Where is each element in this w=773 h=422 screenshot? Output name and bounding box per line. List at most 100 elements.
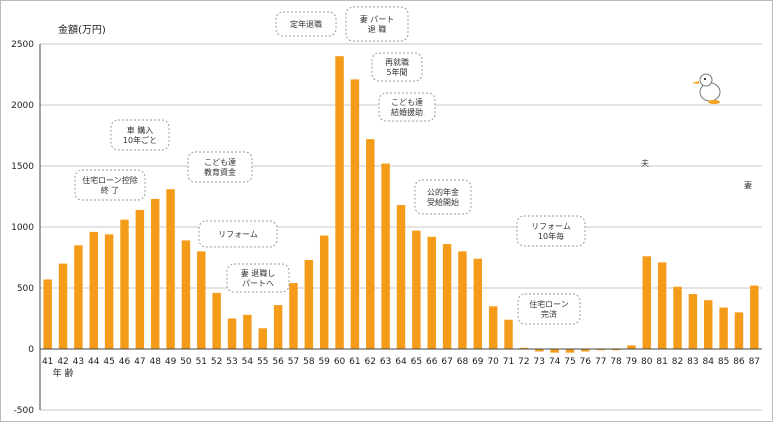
- annotation-line: 車 購入: [127, 125, 154, 135]
- annotation-text: 再就職 5年間: [385, 57, 409, 77]
- annotation-line: 公的年金: [427, 187, 459, 197]
- bar: [43, 279, 52, 349]
- bar: [197, 251, 206, 349]
- annotation-line: 完済: [541, 309, 557, 319]
- bar: [550, 349, 559, 353]
- bar: [381, 163, 390, 349]
- bar: [273, 305, 283, 349]
- bar: [350, 79, 360, 349]
- callout-bubble: [226, 263, 290, 293]
- x-tick-label: 70: [487, 357, 499, 367]
- bar: [581, 349, 590, 352]
- annotation-text: 夫: [641, 158, 649, 168]
- x-tick-label: 46: [119, 357, 131, 367]
- x-tick-label: 87: [749, 357, 760, 367]
- callout-bubble: [371, 52, 423, 82]
- annotation-callout: 夫: [641, 158, 649, 168]
- annotation-line: 5年間: [386, 67, 407, 77]
- annotation-line: 住宅ローン: [529, 299, 569, 309]
- y-tick-label: 2500: [11, 40, 34, 50]
- annotation-line: 定年退職: [290, 19, 322, 29]
- bar: [150, 198, 160, 349]
- callout-bubble: [345, 6, 409, 42]
- callout-bubble: [517, 293, 581, 325]
- x-tick-label: 71: [503, 357, 514, 367]
- bar: [335, 56, 344, 349]
- annotation-line: 住宅ローン控除: [82, 175, 138, 185]
- annotation-text: 定年退職: [290, 19, 322, 29]
- x-tick-label: 65: [411, 357, 422, 367]
- annotation-line: 受給開始: [427, 197, 459, 207]
- bar: [611, 349, 621, 351]
- annotation-callout: リフォーム 10年毎: [516, 215, 586, 247]
- bar: [642, 256, 652, 349]
- bar: [319, 235, 329, 349]
- bar: [166, 189, 175, 349]
- x-tick-label: 52: [211, 357, 222, 367]
- annotation-line: 夫: [641, 158, 649, 168]
- annotation-line: リフォーム: [218, 230, 258, 239]
- bar: [135, 209, 145, 349]
- bar: [227, 318, 237, 349]
- annotation-callout: リフォーム: [198, 220, 278, 248]
- callout-bubble: [414, 179, 472, 215]
- annotation-line: 妻 退職し: [241, 268, 276, 278]
- annotation-text: 妻 退職しパートへ: [241, 268, 276, 288]
- x-tick-label: 79: [626, 357, 638, 367]
- x-tick-label: 45: [103, 357, 114, 367]
- annotation-callout: 再就職 5年間: [371, 52, 423, 82]
- annotation-callout: 住宅ローン完済: [517, 293, 581, 325]
- x-tick-label: 62: [365, 357, 376, 367]
- bar: [442, 244, 452, 349]
- x-tick-label: 75: [564, 357, 575, 367]
- bar: [473, 258, 483, 349]
- annotation-line: 結婚援助: [391, 107, 423, 117]
- x-tick-label: 74: [549, 357, 561, 367]
- bar: [519, 347, 529, 349]
- bar: [104, 234, 114, 349]
- bar: [120, 219, 129, 349]
- x-tick-label: 42: [57, 357, 68, 367]
- bar: [304, 259, 314, 349]
- annotation-callout: 妻 パート退 職: [345, 6, 409, 42]
- annotation-line: 妻 パート: [360, 14, 395, 24]
- bar: [212, 292, 221, 349]
- x-tick-label: 56: [272, 357, 284, 367]
- bar: [734, 312, 744, 349]
- y-tick-label: 1500: [11, 162, 34, 172]
- y-tick-label: 2000: [11, 101, 34, 111]
- annotation-text: 妻 パート退 職: [360, 14, 395, 34]
- annotation-text: こども達教育資金: [204, 157, 236, 177]
- annotation-callout: こども達結婚援助: [378, 92, 436, 122]
- x-tick-label: 64: [395, 357, 407, 367]
- y-tick-label: 500: [17, 284, 34, 294]
- x-tick-label: 47: [134, 357, 145, 367]
- annotation-line: 10年毎: [538, 231, 564, 241]
- bar: [458, 251, 467, 349]
- x-tick-label: 55: [257, 357, 268, 367]
- bar: [427, 236, 436, 349]
- x-tick-label: 58: [303, 357, 315, 367]
- annotation-line: 退 職: [368, 25, 387, 34]
- x-tick-label: 86: [733, 357, 745, 367]
- x-tick-label: 41: [42, 357, 53, 367]
- x-tick-label: 61: [349, 357, 360, 367]
- bar: [366, 139, 375, 349]
- y-tick-label: -500: [14, 406, 35, 416]
- x-tick-label: 63: [380, 357, 391, 367]
- x-tick-label: 80: [641, 357, 653, 367]
- x-tick-label: 43: [73, 357, 84, 367]
- bar: [89, 231, 98, 349]
- bars: [43, 56, 759, 353]
- bar: [258, 328, 267, 349]
- annotation-callout: 妻 退職しパートへ: [226, 263, 290, 293]
- annotation-text: 住宅ローン控除終 了: [82, 175, 138, 195]
- callout-bubble: [516, 215, 586, 247]
- x-tick-label: 73: [534, 357, 545, 367]
- callout-bubble: [275, 11, 337, 37]
- annotation-line: 10年ごと: [123, 135, 157, 145]
- annotation-text: リフォーム: [218, 230, 258, 239]
- x-tick-label: 51: [196, 357, 207, 367]
